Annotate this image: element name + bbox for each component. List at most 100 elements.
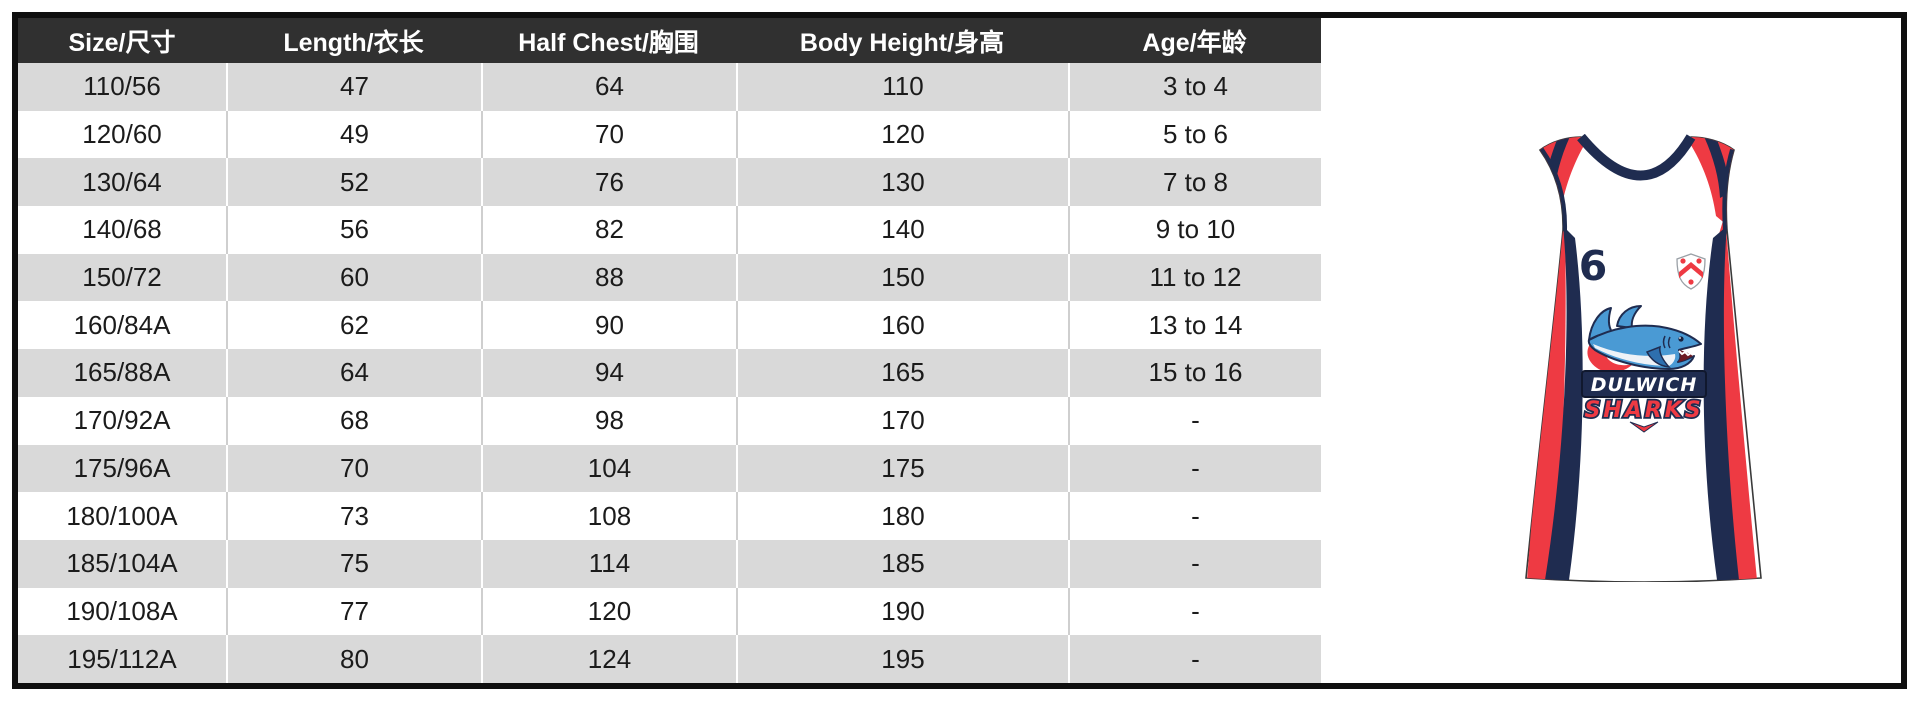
table-cell: 64: [226, 349, 481, 397]
table-cell: 104: [481, 444, 736, 493]
header-cell-length: Length/衣长: [283, 28, 424, 57]
table-row: 130/64 52 76 130 7 to 8: [18, 158, 1321, 207]
table-cell: 190/108A: [66, 595, 178, 626]
table-cell: 70: [226, 444, 481, 493]
table-cell: 160: [736, 301, 1068, 350]
right-armhole-trim: [1722, 148, 1738, 231]
club-crest-icon: [1676, 253, 1706, 290]
table-cell: 56: [226, 206, 481, 254]
table-cell: -: [1068, 635, 1321, 683]
right-shoulder-navy-stripe: [1700, 137, 1731, 198]
table-row: 160/84A 62 90 160 13 to 14: [18, 301, 1321, 350]
table-cell: 120/60: [82, 119, 162, 150]
team-name-sharks: SHARKS: [1584, 398, 1703, 423]
table-cell: 62: [226, 301, 481, 350]
table-cell: -: [1068, 444, 1321, 493]
team-name-banner: DULWICH: [1581, 370, 1707, 398]
table-row: 120/60 49 70 120 5 to 6: [18, 110, 1321, 159]
table-cell: 150/72: [82, 262, 162, 293]
table-row: 140/68 56 82 140 9 to 10: [18, 206, 1321, 254]
neckline-trim: [1577, 133, 1696, 181]
table-cell: 175/96A: [73, 452, 171, 483]
table-cell: 15 to 16: [1068, 349, 1321, 397]
table-cell: 114: [481, 539, 736, 588]
table-cell: 120: [736, 110, 1068, 159]
table-cell: 185/104A: [66, 548, 178, 579]
table-cell: 165: [736, 349, 1068, 397]
table-body: 110/56 47 64 110 3 to 4 120/60 49 70 120 5 to 6 13…: [18, 63, 1321, 683]
header-row: Size/尺寸 Length/衣长 Half Chest/胸围 Body Height…: [18, 18, 1321, 63]
table-cell: 11 to 12: [1068, 253, 1321, 302]
size-chart-table: Size/尺寸 Length/衣长 Half Chest/胸围 Body Height…: [18, 18, 1321, 683]
header-cell-body_height: Body Height/身高: [799, 28, 1005, 57]
header-cell-age: Age/年龄: [1142, 28, 1247, 57]
table-cell: -: [1068, 396, 1321, 445]
team-name-dulwich: DULWICH: [1591, 374, 1698, 396]
table-cell: 47: [226, 63, 481, 111]
table-cell: 175: [736, 444, 1068, 493]
left-side-red-panel: [1527, 219, 1566, 580]
left-armhole-trim: [1536, 147, 1568, 231]
table-cell: 185: [736, 539, 1068, 588]
table-cell: 73: [226, 492, 481, 540]
table-cell: 7 to 8: [1068, 158, 1321, 207]
table-cell: 124: [481, 635, 736, 683]
jersey-graphic: 6: [1523, 133, 1768, 583]
table-cell: 165/88A: [73, 357, 171, 388]
table-cell: 3 to 4: [1068, 63, 1321, 111]
table-cell: 75: [226, 539, 481, 588]
table-cell: 150: [736, 253, 1068, 302]
table-cell: 9 to 10: [1068, 206, 1321, 254]
right-side-navy-swoosh: [1703, 226, 1739, 580]
header-cell-half_chest: Half Chest/胸围: [518, 28, 699, 57]
shark-logo-icon: [1587, 305, 1702, 373]
table-row: 180/100A 73 108 180-: [18, 492, 1321, 540]
table-cell: 170: [736, 396, 1068, 445]
table-cell: 180: [736, 492, 1068, 540]
table-cell: 140/68: [82, 214, 162, 245]
jersey-svg: 6: [1525, 133, 1762, 583]
table-cell: 49: [226, 110, 481, 159]
table-cell: 195/112A: [67, 643, 177, 674]
table-cell: 108: [481, 492, 736, 540]
table-cell: 88: [481, 253, 736, 302]
table-cell: 80: [226, 635, 481, 683]
table-cell: 120: [481, 587, 736, 636]
banner-chevron: [1629, 421, 1659, 433]
table-cell: -: [1068, 492, 1321, 540]
table-cell: 94: [481, 349, 736, 397]
table-row: 150/72 60 88 150 11 to 12: [18, 253, 1321, 302]
table-cell: 130: [736, 158, 1068, 207]
table-cell: -: [1068, 539, 1321, 588]
table-cell: 68: [226, 396, 481, 445]
table-cell: 77: [226, 587, 481, 636]
table-cell: 130/64: [82, 166, 162, 197]
table-cell: 5 to 6: [1068, 110, 1321, 159]
table-row: 190/108A 77 120 190-: [18, 587, 1321, 636]
table-cell: 195: [736, 635, 1068, 683]
table-row: 165/88A 64 94 165 15 to 16: [18, 349, 1321, 397]
table-cell: -: [1068, 587, 1321, 636]
table-cell: 110: [736, 63, 1068, 111]
table-cell: 140: [736, 206, 1068, 254]
left-side-navy-swoosh: [1545, 226, 1583, 580]
table-cell: 52: [226, 158, 481, 207]
header-cell-size: Size/尺寸: [68, 28, 176, 57]
table-row: 175/96A 70 104 175-: [18, 444, 1321, 493]
table-cell: 170/92A: [73, 405, 171, 436]
table-cell: 90: [481, 301, 736, 350]
table-cell: 76: [481, 158, 736, 207]
jersey-number: 6: [1579, 242, 1608, 290]
table-cell: 180/100A: [66, 500, 178, 531]
table-row: 170/92A 68 98 170-: [18, 396, 1321, 445]
table-cell: 98: [481, 396, 736, 445]
table-row: 195/112A 80 124 195-: [18, 635, 1321, 683]
table-cell: 70: [481, 110, 736, 159]
table-cell: 160/84A: [73, 309, 171, 340]
table-row: 110/56 47 64 110 3 to 4: [18, 63, 1321, 111]
table-cell: 190: [736, 587, 1068, 636]
table-cell: 13 to 14: [1068, 301, 1321, 350]
table-cell: 110/56: [83, 71, 161, 102]
table-cell: 60: [226, 253, 481, 302]
